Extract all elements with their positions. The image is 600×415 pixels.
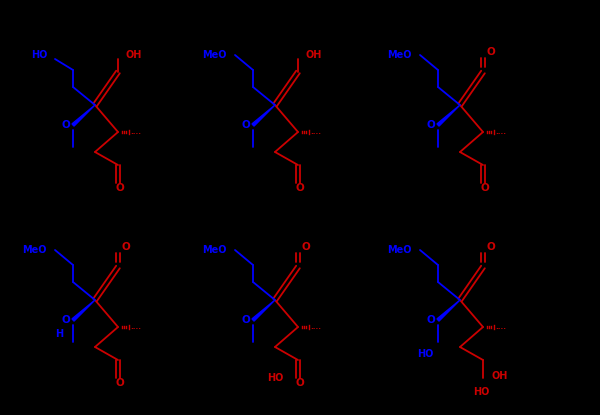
Text: HO: HO [31,50,47,60]
Text: OH: OH [306,50,322,60]
Text: ....: .... [496,129,506,135]
Text: O: O [487,47,496,57]
Text: O: O [62,120,70,130]
Text: O: O [296,183,304,193]
Polygon shape [437,300,460,321]
Text: ....: .... [131,129,142,135]
Polygon shape [252,300,275,321]
Text: O: O [242,120,250,130]
Text: ....: .... [311,324,322,330]
Text: O: O [427,120,436,130]
Polygon shape [72,300,95,321]
Text: HO: HO [266,373,283,383]
Text: ....: .... [311,129,322,135]
Text: O: O [122,242,130,252]
Polygon shape [252,105,275,126]
Text: O: O [296,378,304,388]
Text: O: O [481,183,490,193]
Text: MeO: MeO [23,245,47,255]
Text: OH: OH [491,371,508,381]
Text: O: O [487,242,496,252]
Text: MeO: MeO [388,50,412,60]
Text: HO: HO [473,387,489,397]
Text: MeO: MeO [203,245,227,255]
Text: HO: HO [416,349,433,359]
Text: MeO: MeO [203,50,227,60]
Text: H: H [55,329,63,339]
Text: O: O [62,315,70,325]
Polygon shape [437,105,460,126]
Text: ....: .... [496,324,506,330]
Text: O: O [116,183,124,193]
Text: O: O [116,378,124,388]
Text: ....: .... [131,324,142,330]
Text: O: O [427,315,436,325]
Text: O: O [242,315,250,325]
Polygon shape [72,105,95,126]
Text: OH: OH [126,50,142,60]
Text: O: O [302,242,310,252]
Text: MeO: MeO [388,245,412,255]
